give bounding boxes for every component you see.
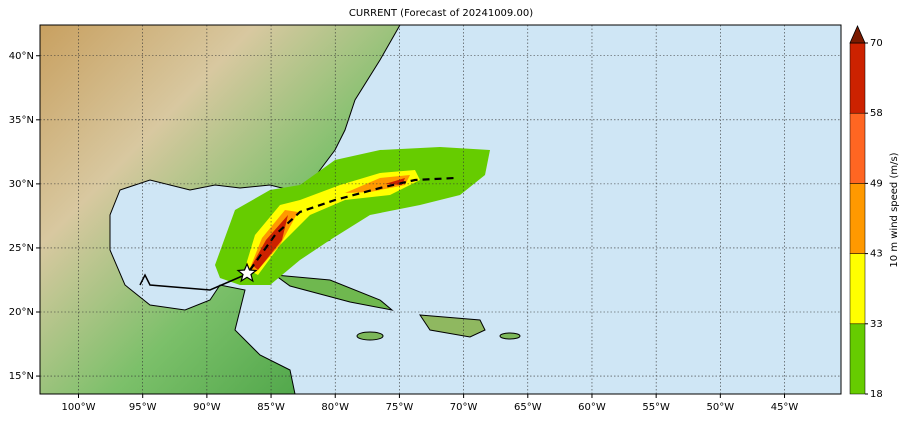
land-cuba	[273, 274, 394, 311]
land-hispaniola	[419, 314, 486, 338]
grid	[40, 25, 841, 394]
colorbar: 18 33 43 49 58 70	[849, 25, 883, 400]
y-tick-label: 25°N	[9, 243, 34, 254]
colorbar-extend	[849, 25, 866, 44]
wind-swath-33	[245, 170, 420, 275]
colorbar-segment	[849, 253, 866, 325]
land-puerto-rico	[499, 332, 521, 340]
y-tick-label: 15°N	[9, 371, 34, 382]
storm-position	[236, 262, 258, 283]
colorbar-segment	[849, 112, 866, 184]
map	[40, 25, 841, 394]
x-tick-label: 80°W	[321, 402, 349, 413]
x-tick-label: 55°W	[642, 402, 670, 413]
colorbar-tick-label: 70	[870, 38, 883, 49]
y-tick-label: 30°N	[9, 179, 34, 190]
x-tick-label: 50°W	[707, 402, 735, 413]
x-tick-label: 95°W	[129, 402, 157, 413]
x-tick-label: 65°W	[514, 402, 542, 413]
x-tick-label: 60°W	[578, 402, 606, 413]
colorbar-tick-label: 18	[870, 389, 883, 400]
land-north-america	[40, 25, 401, 394]
y-tick-label: 20°N	[9, 307, 34, 318]
land-jamaica	[356, 331, 384, 341]
colorbar-tick-label: 58	[870, 108, 883, 119]
colorbar-segment	[849, 323, 866, 395]
y-tick-label: 40°N	[9, 51, 34, 62]
x-tick-label: 70°W	[450, 402, 478, 413]
colorbar-segment	[849, 42, 866, 114]
x-tick-label: 45°W	[771, 402, 799, 413]
colorbar-segment	[849, 183, 866, 254]
y-tick-label: 35°N	[9, 115, 34, 126]
past-track	[139, 273, 248, 291]
x-tick-label: 100°W	[62, 402, 96, 413]
colorbar-tick-label: 49	[870, 178, 883, 189]
title: CURRENT (Forecast of 20241009.00)	[349, 8, 533, 19]
map-frame	[39, 24, 842, 395]
x-tick-label: 90°W	[193, 402, 221, 413]
wind-swath-18	[215, 147, 490, 285]
colorbar-tick-label: 43	[870, 249, 883, 260]
x-tick-label: 75°W	[386, 402, 414, 413]
x-tick-label: 85°W	[257, 402, 285, 413]
colorbar-tick-label: 33	[870, 319, 883, 330]
wind-swath-58	[252, 178, 405, 270]
colorbar-label: 10 m wind speed (m/s)	[889, 152, 900, 267]
